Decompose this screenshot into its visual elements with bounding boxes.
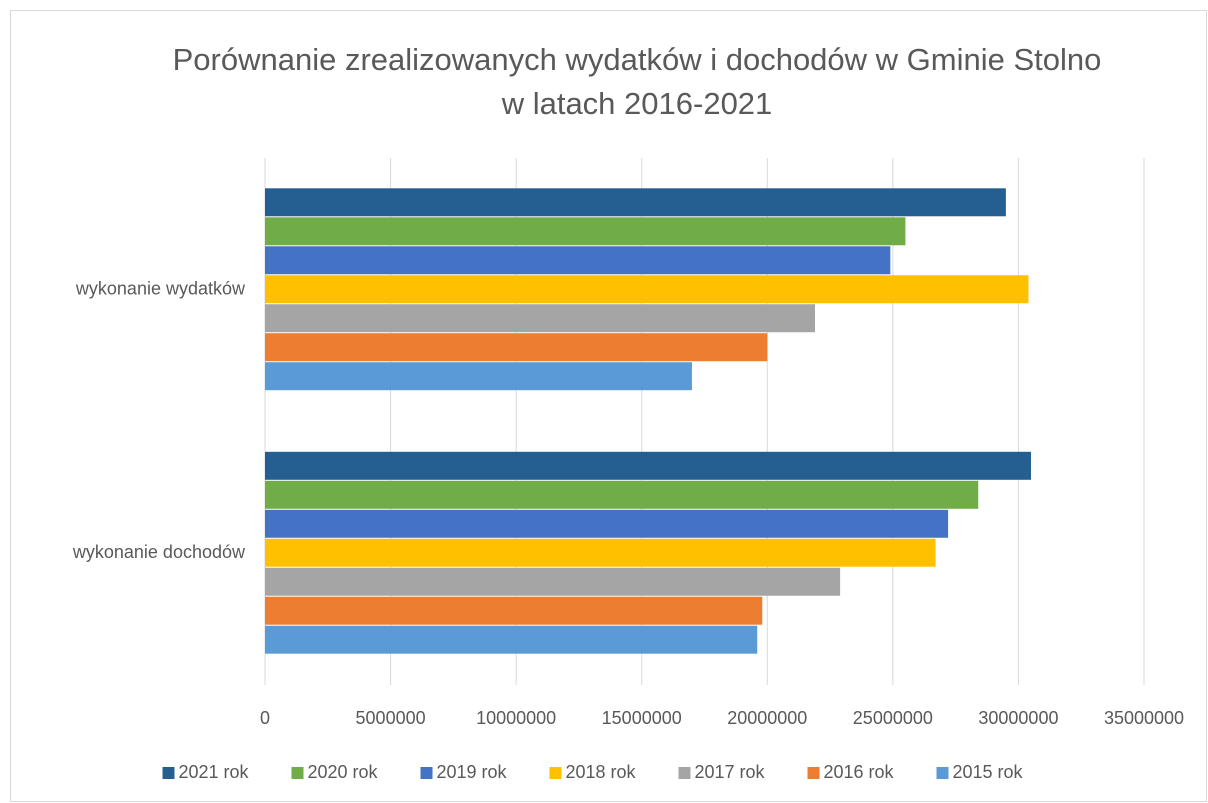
- legend-label: 2018 rok: [566, 762, 637, 782]
- legend-swatch: [807, 767, 820, 779]
- bar: [265, 188, 1006, 217]
- legend-label: 2016 rok: [824, 762, 895, 782]
- legend-label: 2021 rok: [179, 762, 250, 782]
- bar: [265, 538, 936, 567]
- x-tick-label: 20000000: [727, 708, 807, 728]
- x-tick-label: 30000000: [978, 708, 1058, 728]
- chart-title: Porównanie zrealizowanych wydatków i doc…: [172, 42, 1102, 121]
- x-tick-label: 25000000: [853, 708, 933, 728]
- legend-swatch: [936, 767, 949, 779]
- legend-swatch: [162, 767, 175, 779]
- x-tick-label: 5000000: [356, 708, 426, 728]
- bar: [265, 596, 763, 625]
- x-tick-label: 0: [260, 708, 270, 728]
- bar: [265, 625, 758, 654]
- chart-border: [10, 10, 1207, 802]
- x-tick-label: 35000000: [1104, 708, 1184, 728]
- bar: [265, 480, 979, 509]
- legend-swatch: [420, 767, 433, 779]
- x-tick-label: 15000000: [602, 708, 682, 728]
- legend-label: 2017 rok: [695, 762, 766, 782]
- y-tick-label: wykonanie wydatków: [75, 279, 246, 299]
- y-tick-label: wykonanie dochodów: [72, 542, 246, 562]
- bar: [265, 304, 816, 333]
- bar: [265, 217, 906, 246]
- bar: [265, 362, 692, 391]
- bar: [265, 275, 1029, 304]
- bar: [265, 246, 891, 275]
- bar: [265, 333, 768, 362]
- bar: [265, 451, 1031, 480]
- legend-swatch: [678, 767, 691, 779]
- x-tick-label: 10000000: [476, 708, 556, 728]
- bar: [265, 567, 841, 596]
- bar: [265, 509, 949, 538]
- legend-label: 2015 rok: [953, 762, 1024, 782]
- legend-swatch: [291, 767, 304, 779]
- legend-label: 2019 rok: [437, 762, 508, 782]
- legend-swatch: [549, 767, 562, 779]
- legend-label: 2020 rok: [308, 762, 379, 782]
